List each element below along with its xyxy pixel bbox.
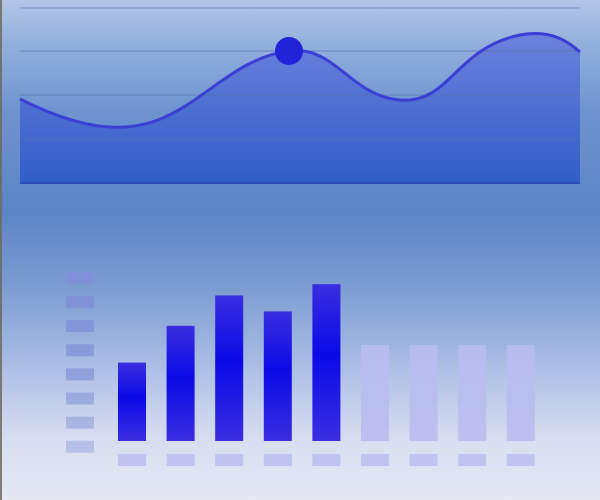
wave-area-fill <box>20 33 580 183</box>
highlight-marker <box>275 37 303 65</box>
bar-active <box>118 362 146 441</box>
bar-active <box>215 295 244 441</box>
wave-chart <box>19 7 581 184</box>
level-indicator <box>66 272 94 453</box>
level-segment <box>66 296 94 309</box>
bar-active <box>166 325 195 441</box>
bar-tick <box>263 454 292 466</box>
bar-inactive <box>458 345 487 441</box>
level-segment <box>66 440 94 453</box>
level-segment <box>66 368 94 381</box>
level-segment <box>66 416 94 429</box>
bar-tick <box>215 454 244 466</box>
wave-line <box>19 32 581 129</box>
bar-tick <box>361 454 389 466</box>
level-segment <box>66 392 94 405</box>
bar-inactive <box>409 345 438 441</box>
bar-tick <box>166 454 195 466</box>
bar-tick <box>118 454 146 466</box>
bar-tick <box>409 454 438 466</box>
bar-tick <box>312 454 341 466</box>
bar-tick <box>506 454 535 466</box>
window-edge <box>0 0 2 500</box>
bar-chart <box>118 284 535 466</box>
bar-tick <box>458 454 487 466</box>
level-segment <box>66 344 94 357</box>
bar-active <box>312 284 341 441</box>
level-segment <box>66 272 94 284</box>
level-segment <box>66 320 94 333</box>
bar-active <box>263 311 292 441</box>
bar-inactive <box>361 345 389 441</box>
bar-inactive <box>506 345 535 441</box>
